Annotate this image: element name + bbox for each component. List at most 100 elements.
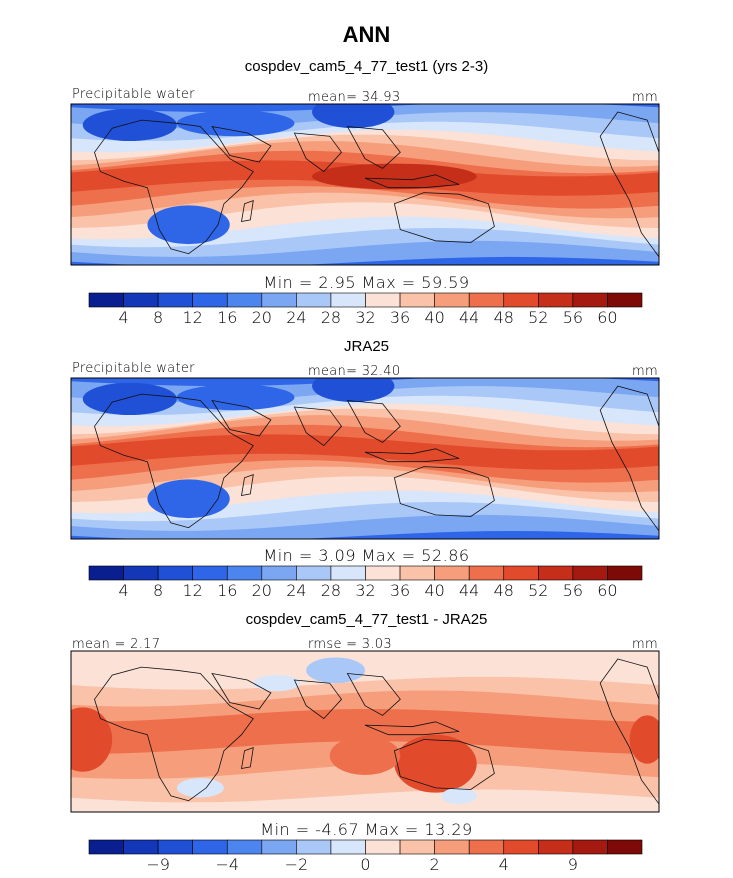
dry-region [147,205,230,245]
panel-1-mean-label: mean= 34.93 [308,90,401,105]
colorbar-tick-label: 12 [183,581,203,600]
colorbar-swatch [607,292,643,308]
coastline [364,448,460,463]
colorbar-tick-label: 44 [459,581,479,600]
colorbar-tick-label: 48 [494,308,514,327]
colorbar-swatch [261,292,297,308]
coastline [293,406,343,447]
colorbar-tick-label: 36 [390,581,410,600]
coastline [211,125,272,163]
map-panel-1 [71,104,659,265]
colorbar-tick-label: −9 [146,855,170,874]
coastline [94,393,254,529]
diff-anomaly [306,657,365,684]
coastline [393,192,495,243]
dry-region [312,378,395,403]
map-frame-1 [70,103,660,266]
coastline [599,385,659,532]
colorbar-swatch [434,565,470,581]
panel-3-units: mm [632,637,658,652]
colorbar-swatch [296,839,332,855]
diff-anomaly [629,715,659,764]
colorbar-tick-label: 9 [568,855,578,874]
colorbar-swatch [503,292,539,308]
colorbar-swatch [157,839,193,855]
colorbar-swatch [123,565,159,581]
colorbar-swatch [538,292,574,308]
warm-pool [312,163,477,190]
colorbar-tick-label: 56 [563,581,583,600]
coastline [599,658,659,805]
diff-anomaly [71,707,113,772]
panel-3-rmse-label: rmse = 3.03 [308,637,392,652]
colorbar-tick-label: 60 [597,581,617,600]
colorbar-swatch [330,292,366,308]
diff-band-3 [71,709,659,754]
colorbar-tick-label: −2 [285,855,309,874]
colorbar-tick-label: 4 [499,855,509,874]
colorbar-tick-label: 40 [424,308,444,327]
colorbar-tick-label: 20 [252,308,272,327]
colorbar-swatch [399,292,435,308]
colorbar-tick-label: 2 [430,855,440,874]
colorbar-tick-label: 4 [118,308,128,327]
diff-anomaly [329,736,401,775]
dry-region [82,108,177,142]
coastline [346,400,401,443]
colorbar-swatch [157,292,193,308]
colorbar-tick-label: 12 [183,308,203,327]
colorbar-swatch [261,839,297,855]
colorbar-tick-label: 16 [217,581,237,600]
colorbar-tick-label: 60 [597,308,617,327]
colorbar-swatch [261,565,297,581]
coastline [364,721,460,736]
diff-anomaly [176,778,224,798]
map-frame-3 [70,650,660,813]
panel-2-minmax: Min = 3.09 Max = 52.86 [263,546,470,565]
colorbar-tick-label: 48 [494,581,514,600]
colorbar-swatch [607,839,643,855]
colorbar-swatch [123,292,159,308]
dry-region [147,479,230,519]
colorbar-tick-label: 24 [286,308,306,327]
colorbar-swatch [296,565,332,581]
colorbar-swatch [123,839,159,855]
colorbar-swatch [572,839,608,855]
panel-3-minmax: Min = -4.67 Max = 13.29 [260,820,473,839]
colorbar-tick-label: 0 [360,855,370,874]
coastline [211,399,272,437]
panel-2-units: mm [632,364,658,379]
coastline [293,132,343,173]
colorbar-tick-label: 56 [563,308,583,327]
colorbar-tick-label: 44 [459,308,479,327]
dry-region [82,382,177,416]
colorbar-tick-label: 4 [118,581,128,600]
colorbar-swatch [226,292,263,308]
colorbar-tick-label: 28 [321,308,341,327]
colorbar-swatch [365,565,401,581]
colorbar-tick-label: 52 [528,308,548,327]
colorbar-swatch [88,292,124,308]
coastline [94,119,254,255]
coastline [293,679,343,720]
coastline [346,126,401,169]
colorbar-swatch [192,839,228,855]
colorbar-tick-label: 40 [424,581,444,600]
colorbar-swatch [468,565,505,581]
map-panel-2 [71,378,659,539]
panel-2-title: JRA25 [343,338,390,355]
coastline [364,174,460,189]
panel-3-mean-label: mean = 2.17 [72,637,161,652]
colorbar-swatch [572,292,608,308]
colorbar-tick-label: 28 [321,581,341,600]
coastline [393,739,495,790]
colorbar-tick-label: 52 [528,581,548,600]
panel-1-units: mm [632,90,658,105]
colorbar-swatch [503,839,539,855]
colorbar-swatch [468,292,505,308]
colorbar-swatch [365,839,401,855]
dry-region [176,110,295,137]
colorbar-tick-label: 36 [390,308,410,327]
colorbar-swatch [399,565,435,581]
dry-region [176,384,295,411]
